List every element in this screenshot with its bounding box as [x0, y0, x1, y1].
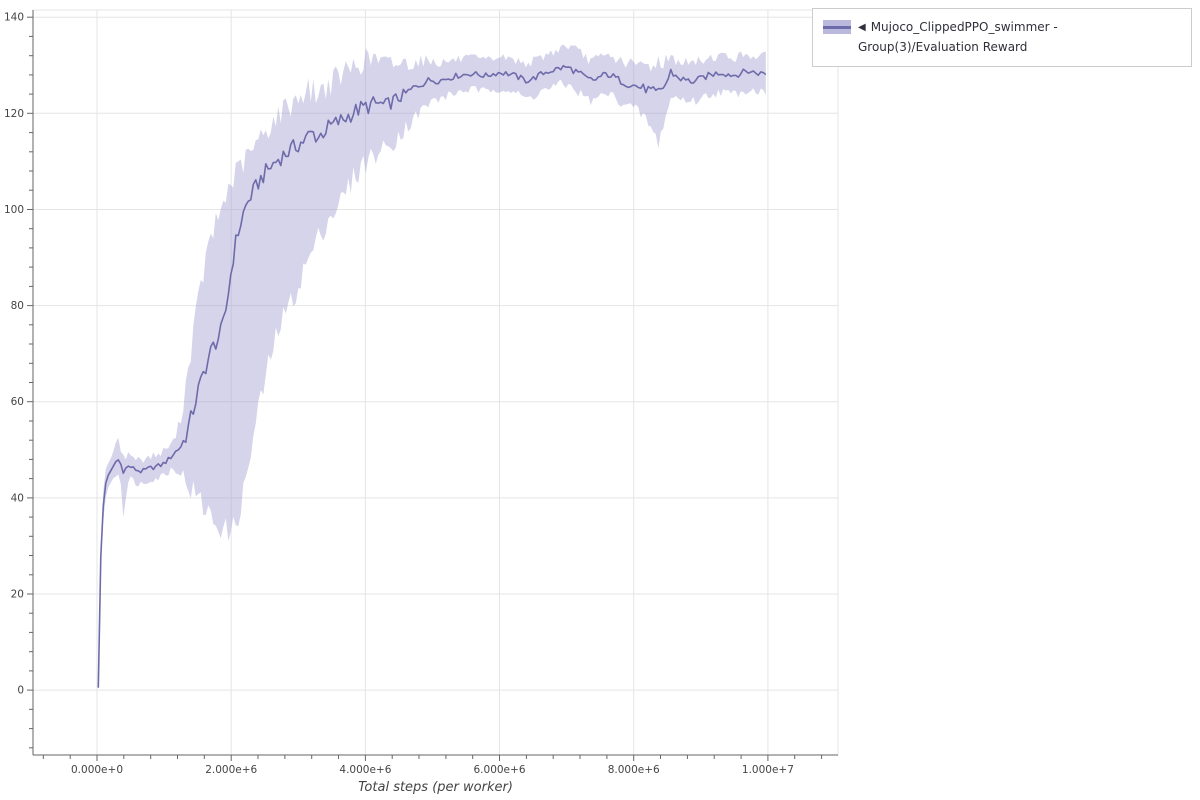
- svg-text:100: 100: [4, 204, 24, 216]
- plot-outline: [32, 9, 839, 756]
- legend-collapse-icon[interactable]: ◀: [858, 22, 866, 33]
- svg-text:20: 20: [11, 589, 24, 601]
- grid-lines: [33, 10, 838, 755]
- legend[interactable]: ◀ Mujoco_ClippedPPO_swimmer - Group(3)/Ev…: [812, 8, 1192, 67]
- svg-text:40: 40: [11, 492, 24, 504]
- svg-text:2.000e+6: 2.000e+6: [205, 764, 257, 776]
- svg-text:0: 0: [17, 685, 24, 697]
- legend-series-name: Mujoco_ClippedPPO_swimmer - Group(3)/Eva…: [858, 20, 1058, 55]
- y-axis: 0 20 40 60 80 100 120 140: [4, 10, 34, 755]
- svg-text:80: 80: [11, 300, 24, 312]
- svg-text:4.000e+6: 4.000e+6: [339, 764, 391, 776]
- svg-text:120: 120: [4, 108, 24, 120]
- svg-text:140: 140: [4, 12, 24, 24]
- svg-text:8.000e+6: 8.000e+6: [608, 764, 660, 776]
- svg-text:60: 60: [11, 396, 24, 408]
- svg-text:1.000e+7: 1.000e+7: [742, 764, 794, 776]
- x-axis: 0.000e+0 2.000e+6 4.000e+6 6.000e+6 8.000e+6…: [33, 754, 838, 776]
- svg-text:6.000e+6: 6.000e+6: [474, 764, 526, 776]
- confidence-band: [98, 44, 766, 691]
- svg-text:0.000e+0: 0.000e+0: [71, 764, 123, 776]
- mean-reward-line: [97, 64, 767, 688]
- legend-entry: ◀ Mujoco_ClippedPPO_swimmer - Group(3)/Ev…: [858, 17, 1181, 58]
- legend-swatch: [823, 20, 851, 34]
